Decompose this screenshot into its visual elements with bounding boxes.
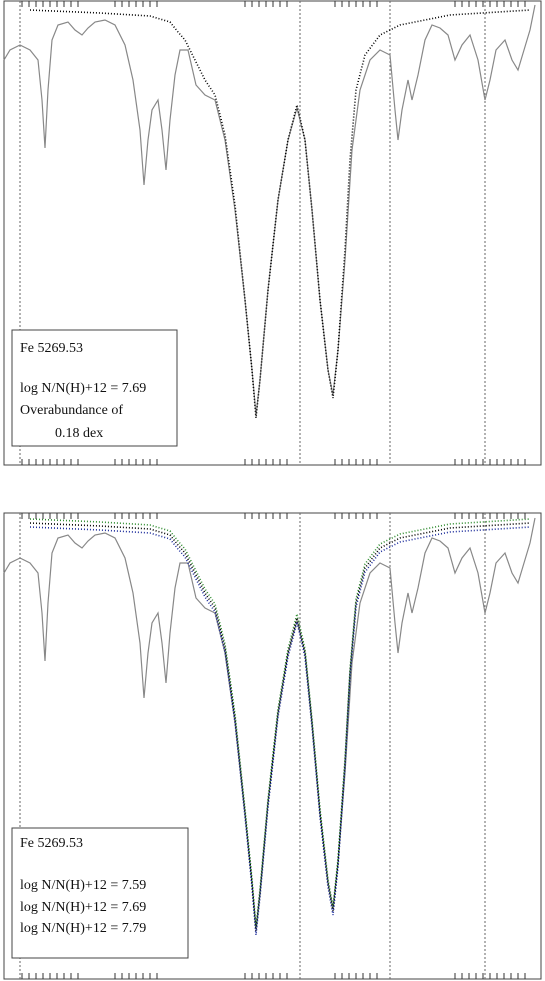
panel-1: Fe 5269.53 log N/N(H)+12 = 7.69 Overabun…	[3, 0, 542, 466]
legend-box	[11, 827, 189, 959]
legend-note: Overabundance of	[20, 403, 123, 418]
legend-abundance: log N/N(H)+12 = 7.59	[20, 878, 146, 893]
reference-lines	[19, 1, 486, 465]
ticks	[21, 1, 526, 465]
legend-abundance: log N/N(H)+12 = 7.69	[20, 900, 146, 915]
legend-line: Fe 5269.53	[20, 341, 83, 356]
panel-2: Fe 5269.53 log N/N(H)+12 = 7.59 log N/N(…	[3, 512, 542, 980]
legend-abundance: log N/N(H)+12 = 7.69	[20, 381, 146, 396]
legend-dex: 0.18 dex	[55, 426, 103, 441]
legend-line: Fe 5269.53	[20, 836, 83, 851]
ticks	[21, 513, 526, 979]
reference-lines	[19, 513, 486, 979]
legend-box	[11, 329, 178, 447]
legend-abundance: log N/N(H)+12 = 7.79	[20, 921, 146, 936]
